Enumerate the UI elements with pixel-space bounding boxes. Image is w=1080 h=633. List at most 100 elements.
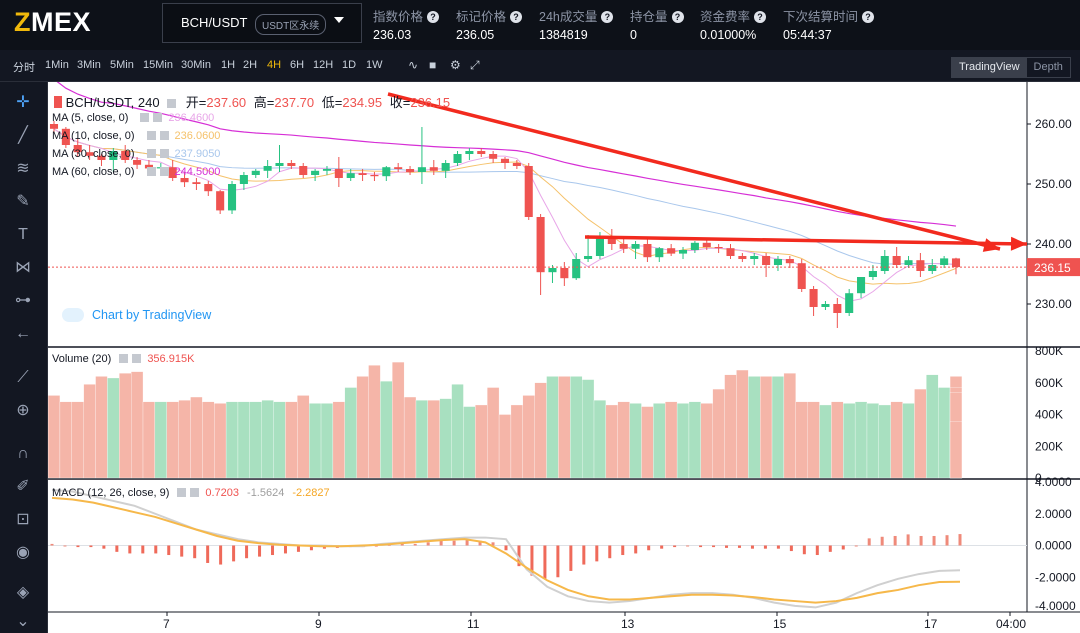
candle-body [133,160,142,165]
macd-histogram-bar [802,545,806,555]
candle-body [904,260,913,265]
help-icon[interactable]: ? [427,11,440,23]
ruler-icon[interactable]: ⟋ [17,369,29,386]
settings-icon[interactable] [167,99,177,108]
help-icon[interactable]: ? [862,11,875,23]
settings-icon[interactable] [119,354,129,363]
measure-icon[interactable]: ⊶ [15,292,31,309]
magnet-icon[interactable]: ∩ [17,445,29,462]
candle-body [868,271,877,277]
candle-body [251,170,260,175]
settings-icon[interactable] [146,149,156,158]
timeframe-5min[interactable]: 5Min [110,59,134,71]
volume-bar [890,401,903,479]
brush-icon[interactable]: ✎ [16,193,30,210]
help-icon[interactable]: ? [754,11,767,23]
volume-bar [854,401,868,479]
candle-body [275,163,284,166]
volume-bar [570,376,583,479]
volume-bar [676,403,690,479]
fib-icon[interactable]: ≋ [16,160,30,177]
macd-histogram-bar [232,545,236,562]
timeframe-6h[interactable]: 6H [290,59,305,71]
macd-histogram-bar [763,545,767,549]
macd-histogram-bar [880,536,884,546]
lock-icon[interactable]: ⊡ [16,511,30,528]
settings-icon[interactable] [146,167,156,176]
timeframe-1h[interactable]: 1H [221,59,236,71]
timeframe-3min[interactable]: 3Min [77,59,101,71]
volume-bar [653,403,666,479]
volume-bar [285,401,298,479]
candle-body [477,151,486,154]
macd-histogram-bar [673,545,677,548]
volume-bar [831,401,844,479]
volume-bar [712,388,725,479]
tab-tradingview[interactable]: TradingView [952,58,1027,77]
layers-icon[interactable]: ◈ [16,584,30,601]
settings-icon[interactable] [146,131,156,140]
brand-logo[interactable]: ZMEX [14,7,91,38]
close-icon[interactable] [153,113,163,122]
trendline-icon[interactable]: ╱ [18,127,28,144]
timeframe-1w[interactable]: 1W [366,59,383,71]
candle-body [168,167,177,178]
close-icon[interactable] [132,354,142,363]
help-icon[interactable]: ? [601,11,614,23]
lock-draw-icon[interactable]: ✐ [16,478,30,495]
gear-icon[interactable]: ⚙ [450,58,461,72]
stat-open-interest: 持仓量? 0 [630,6,684,42]
timeframe-1d[interactable]: 1D [342,59,357,71]
macd-histogram-bar [699,545,703,548]
symbol-selector[interactable]: BCH/USDT USDT区永续 [162,3,362,43]
stat-value: 0.01000% [700,28,757,42]
settings-icon[interactable] [177,488,187,497]
candle-body [512,163,521,166]
macd-legend: MACD (12, 26, close, 9) 0.7203 -1.5624 -2.2… [52,487,330,499]
close-icon[interactable] [159,149,169,158]
indicator-wave-icon[interactable]: ∿ [408,58,419,72]
text-icon[interactable]: T [18,226,28,243]
macd-tick-label: 4.0000 [1035,475,1072,489]
close-icon[interactable] [159,131,169,140]
chevron-down-icon[interactable]: ⌄ [16,613,30,630]
timeframe-15min[interactable]: 15Min [143,59,173,71]
timeframe-time[interactable]: 分时 [13,62,35,74]
zoom-icon[interactable]: ⊕ [16,402,30,419]
volume-bar [380,381,393,479]
close-icon[interactable] [190,488,200,497]
camera-icon[interactable]: ■ [429,58,437,72]
chart-canvas[interactable]: 236.15 260.00 250.00 240.00 230.00 800K 600K 40… [48,82,1080,633]
candle-body [536,217,545,273]
volume-bar [309,403,322,479]
help-icon[interactable]: ? [510,11,523,23]
eye-icon[interactable]: ◉ [16,544,30,561]
chart-title: BCH/USDT, 240 [65,95,160,110]
timeframe-30min[interactable]: 30Min [181,59,211,71]
ma5-legend: MA (5, close, 0) 236.4600 [52,112,214,124]
volume-bar [617,401,630,479]
volume-bar [700,403,713,479]
close-icon[interactable] [159,167,169,176]
settings-icon[interactable] [140,113,150,122]
volume-bar [119,373,132,479]
chart-area[interactable]: 236.15 260.00 250.00 240.00 230.00 800K 600K 40… [48,82,1080,633]
macd-histogram-bar [725,545,729,548]
timeframe-4h[interactable]: 4H [267,59,282,71]
fullscreen-icon[interactable]: ⤢ [470,58,480,72]
crosshair-icon[interactable]: ✛ [16,94,30,111]
volume-tick-label: 800K [1035,344,1063,358]
tab-depth[interactable]: Depth [1033,61,1063,73]
volume-bar [249,401,262,479]
volume-tick-label: 200K [1035,439,1063,453]
help-icon[interactable]: ? [671,11,684,23]
time-tick-label: 15 [773,617,787,631]
pattern-icon[interactable]: ⋈ [15,259,31,276]
tradingview-credit[interactable]: Chart by TradingView [62,308,211,322]
timeframe-1min[interactable]: 1Min [45,59,69,71]
candle-body [892,256,901,265]
back-arrow-icon[interactable]: ← [15,325,31,342]
timeframe-2h[interactable]: 2H [243,59,258,71]
timeframe-12h[interactable]: 12H [313,59,334,71]
candle-body [192,182,201,184]
